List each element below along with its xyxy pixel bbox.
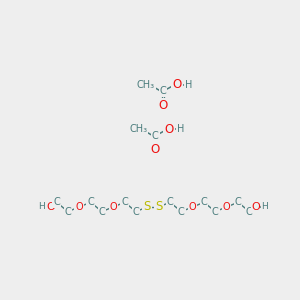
Text: C: C bbox=[99, 207, 105, 217]
Text: C: C bbox=[246, 207, 253, 217]
Text: O: O bbox=[165, 123, 174, 136]
Text: O: O bbox=[151, 143, 160, 156]
Text: C: C bbox=[235, 197, 242, 207]
Text: H: H bbox=[262, 202, 268, 211]
Text: O: O bbox=[110, 202, 117, 212]
Text: O: O bbox=[158, 99, 168, 112]
Text: O: O bbox=[172, 78, 182, 91]
Text: O: O bbox=[223, 202, 230, 212]
Text: CH₃: CH₃ bbox=[129, 124, 147, 134]
Text: C: C bbox=[212, 207, 219, 217]
Text: C: C bbox=[167, 197, 173, 207]
Text: C: C bbox=[152, 131, 159, 141]
Text: C: C bbox=[121, 197, 128, 207]
Text: C: C bbox=[160, 86, 167, 96]
Text: H: H bbox=[177, 124, 184, 134]
Text: C: C bbox=[53, 197, 60, 207]
Text: C: C bbox=[133, 207, 139, 217]
Text: O: O bbox=[46, 202, 55, 212]
Text: O: O bbox=[76, 202, 83, 212]
Text: C: C bbox=[64, 207, 71, 217]
Text: O: O bbox=[189, 202, 196, 212]
Text: CH₃: CH₃ bbox=[137, 80, 155, 89]
Text: C: C bbox=[178, 207, 185, 217]
Text: H: H bbox=[38, 202, 44, 211]
Text: C: C bbox=[87, 197, 94, 207]
Text: H: H bbox=[185, 80, 192, 89]
Text: O: O bbox=[251, 202, 260, 212]
Text: C: C bbox=[201, 197, 207, 207]
Text: S: S bbox=[144, 200, 151, 213]
Text: S: S bbox=[155, 200, 162, 213]
